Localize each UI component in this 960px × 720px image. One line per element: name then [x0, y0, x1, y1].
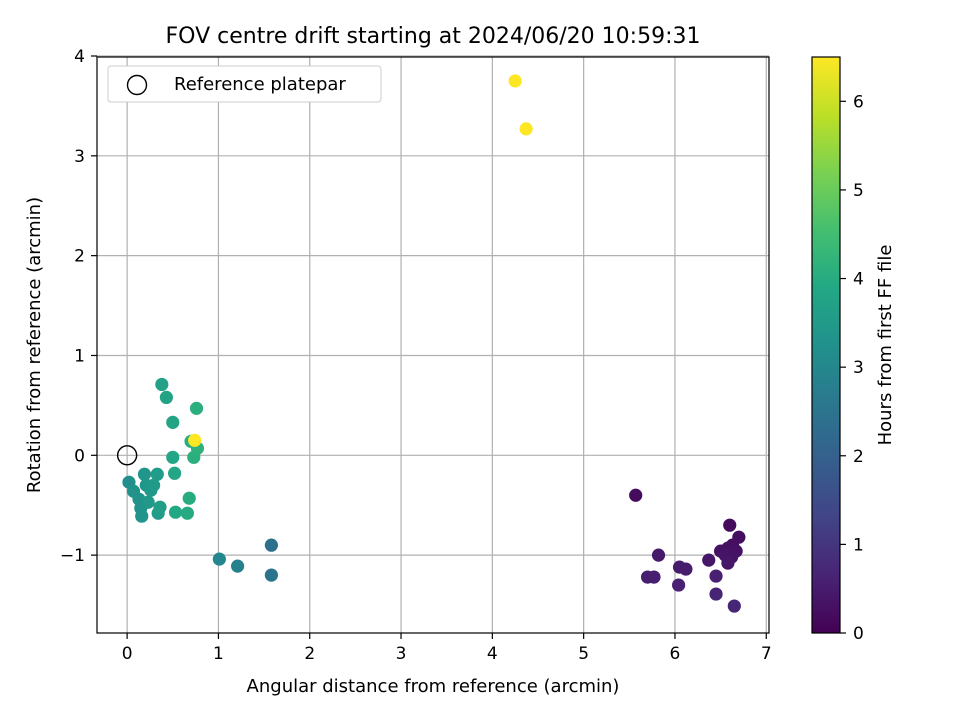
data-point	[727, 599, 741, 613]
x-tick-label: 5	[578, 644, 589, 664]
colorbar-gradient	[811, 56, 841, 634]
data-point	[264, 538, 278, 552]
x-axis-label: Angular distance from reference (arcmin)	[247, 676, 620, 697]
y-tick-label: 0	[74, 446, 85, 466]
data-point	[629, 488, 643, 502]
reference-point-marker	[116, 445, 138, 466]
colorbar-tick-label: 3	[853, 358, 864, 378]
colorbar-tick-label: 0	[853, 624, 864, 644]
legend-box	[107, 65, 382, 103]
x-tick-label: 1	[213, 644, 224, 664]
data-point	[168, 505, 183, 519]
colorbar-tick-label: 4	[853, 270, 864, 290]
x-tick-label: 6	[670, 644, 681, 664]
data-point	[231, 559, 245, 573]
data-point	[679, 562, 693, 576]
data-point	[141, 495, 155, 509]
data-point	[672, 578, 686, 592]
data-point	[180, 506, 194, 520]
legend-label-reference: Reference platepar	[174, 74, 346, 95]
x-axis-ticks: 0 1 2 3 4 5 6 7	[122, 633, 772, 664]
legend-marker-reference	[126, 74, 148, 96]
y-axis-ticks: −1 0 1 2 3 4	[60, 47, 97, 566]
data-point	[188, 433, 202, 447]
data-point	[182, 491, 196, 505]
x-tick-label: 2	[304, 644, 315, 664]
data-point	[723, 518, 737, 532]
colorbar: 0 1 2 3 4 5 6 Hours from first FF file	[811, 56, 896, 644]
data-point	[159, 390, 173, 405]
data-point	[702, 553, 716, 567]
data-point	[264, 568, 278, 582]
data-point	[137, 467, 152, 481]
y-tick-label: −1	[60, 546, 85, 566]
data-point	[166, 450, 180, 464]
colorbar-tick-label: 1	[853, 535, 864, 555]
plot-frame	[96, 56, 770, 634]
chart-title: FOV centre drift starting at 2024/06/20 …	[166, 24, 701, 49]
data-point	[519, 122, 533, 136]
data-point	[508, 74, 522, 88]
x-tick-label: 3	[396, 644, 407, 664]
colorbar-tick-label: 2	[853, 447, 864, 467]
legend: Reference platepar	[107, 65, 382, 103]
data-point	[721, 556, 735, 570]
colorbar-tick-label: 5	[853, 181, 864, 201]
data-point	[166, 415, 180, 429]
x-tick-label: 0	[122, 644, 133, 664]
data-point	[212, 552, 226, 566]
y-tick-label: 3	[74, 147, 85, 167]
data-point	[709, 569, 723, 583]
data-point	[651, 548, 666, 562]
data-point	[150, 467, 164, 481]
data-points	[122, 74, 746, 613]
y-tick-label: 1	[74, 346, 85, 366]
colorbar-label: Hours from first FF file	[875, 245, 896, 446]
grid	[97, 55, 769, 633]
data-point	[709, 587, 723, 601]
y-axis-label: Rotation from reference (arcmin)	[24, 197, 45, 493]
x-tick-label: 7	[761, 644, 772, 664]
data-point	[147, 478, 161, 492]
data-point	[153, 500, 167, 514]
y-tick-label: 2	[74, 247, 85, 267]
colorbar-tick-label: 6	[853, 92, 864, 112]
data-point	[135, 509, 149, 523]
y-tick-label: 4	[74, 47, 85, 67]
data-point	[189, 401, 204, 415]
data-point	[647, 570, 661, 584]
colorbar-ticks: 0 1 2 3 4 5 6	[840, 92, 864, 644]
data-point	[168, 466, 182, 480]
data-point	[155, 377, 169, 392]
x-tick-label: 4	[487, 644, 498, 664]
